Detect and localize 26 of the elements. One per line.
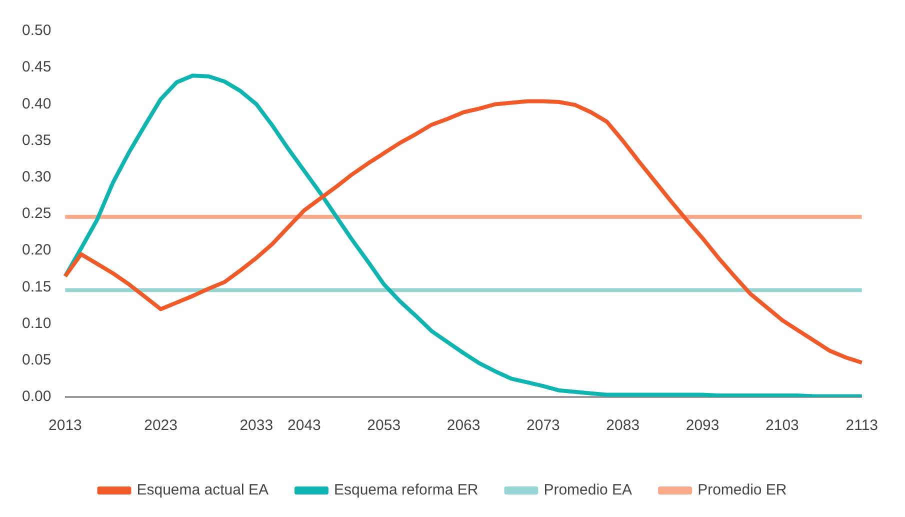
x-tick-label: 2113: [846, 417, 878, 434]
x-tick-label: 2073: [526, 417, 560, 434]
legend-label: Promedio ER: [698, 482, 787, 499]
legend-label: Esquema actual EA: [136, 482, 268, 499]
y-tick-label: 0.25: [22, 205, 52, 222]
y-tick-label: 0.45: [22, 58, 52, 76]
legend-label: Promedio EA: [544, 482, 632, 499]
y-tick-label: 0.50: [22, 22, 52, 40]
y-tick-label: 0.05: [22, 352, 52, 369]
x-tick-label: 2093: [686, 417, 720, 434]
x-tick-label: 2023: [144, 417, 178, 434]
x-tick-label: 2053: [367, 417, 401, 434]
y-tick-label: 0.00: [22, 388, 52, 406]
y-tick-label: 0.35: [22, 132, 52, 149]
y-tick-label: 0.40: [22, 95, 52, 112]
x-tick-label: 2043: [288, 417, 321, 434]
y-tick-label: 0.15: [22, 278, 52, 296]
y-tick-label: 0.30: [22, 168, 52, 186]
y-tick-label: 0.20: [22, 242, 52, 259]
x-tick-label: 2013: [48, 417, 82, 434]
x-tick-label: 2083: [606, 417, 640, 434]
x-tick-label: 2103: [766, 417, 799, 434]
y-tick-label: 0.10: [22, 314, 52, 332]
x-tick-label: 2063: [446, 417, 480, 434]
x-tick-label: 2033: [240, 417, 274, 434]
legend-label: Esquema reforma ER: [334, 482, 478, 499]
